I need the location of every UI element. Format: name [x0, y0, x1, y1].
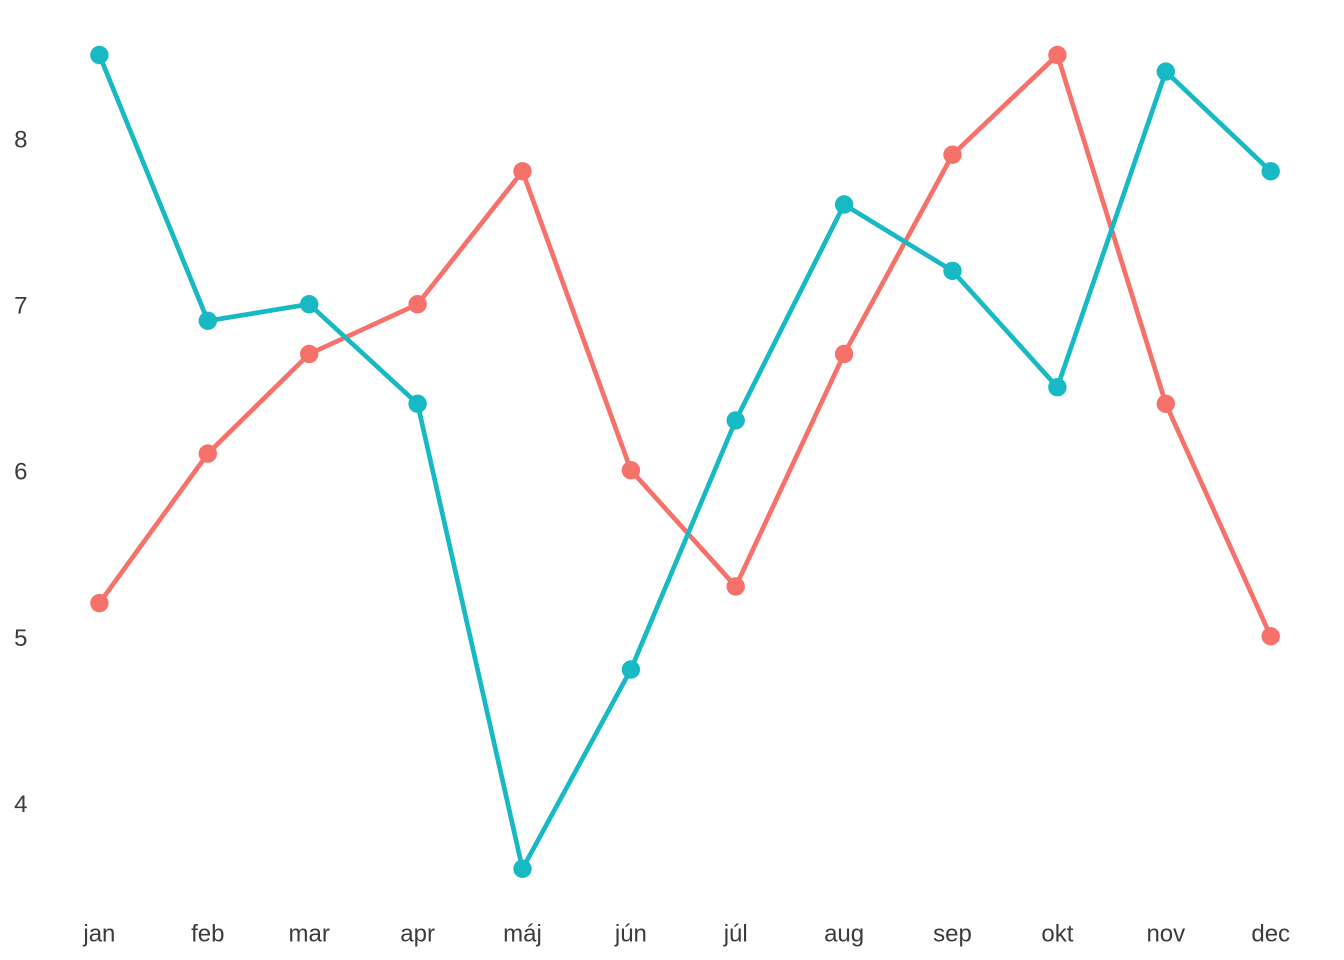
- svg-text:jún: jún: [614, 921, 647, 948]
- svg-text:máj: máj: [503, 921, 542, 948]
- svg-text:mar: mar: [289, 921, 330, 948]
- svg-text:dec: dec: [1251, 921, 1290, 948]
- svg-text:jan: jan: [82, 921, 115, 948]
- svg-text:okt: okt: [1041, 921, 1073, 948]
- svg-text:8: 8: [14, 127, 27, 154]
- svg-text:6: 6: [14, 459, 27, 486]
- svg-text:feb: feb: [191, 921, 224, 948]
- svg-text:sep: sep: [933, 921, 972, 948]
- svg-text:aug: aug: [824, 921, 864, 948]
- svg-text:apr: apr: [400, 921, 435, 948]
- svg-text:nov: nov: [1146, 921, 1185, 948]
- svg-text:7: 7: [14, 293, 27, 320]
- svg-text:5: 5: [14, 625, 27, 652]
- svg-text:4: 4: [14, 791, 27, 818]
- svg-text:júl: júl: [723, 921, 748, 948]
